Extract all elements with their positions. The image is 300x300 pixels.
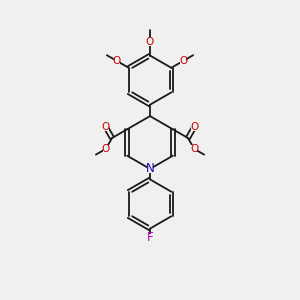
Text: O: O [146,37,154,47]
Bar [147,234,153,242]
Text: F: F [147,231,153,244]
Text: O: O [190,144,198,154]
Text: O: O [112,56,121,66]
Text: O: O [102,122,110,132]
Bar [114,57,120,65]
Bar [191,123,197,131]
Bar [147,38,153,46]
Bar [191,145,197,153]
Bar [103,123,109,131]
Bar [147,165,153,173]
Text: O: O [190,122,198,132]
Bar [180,57,186,65]
Text: O: O [179,56,188,66]
Bar [103,145,109,153]
Text: N: N [146,162,154,176]
Text: O: O [102,144,110,154]
